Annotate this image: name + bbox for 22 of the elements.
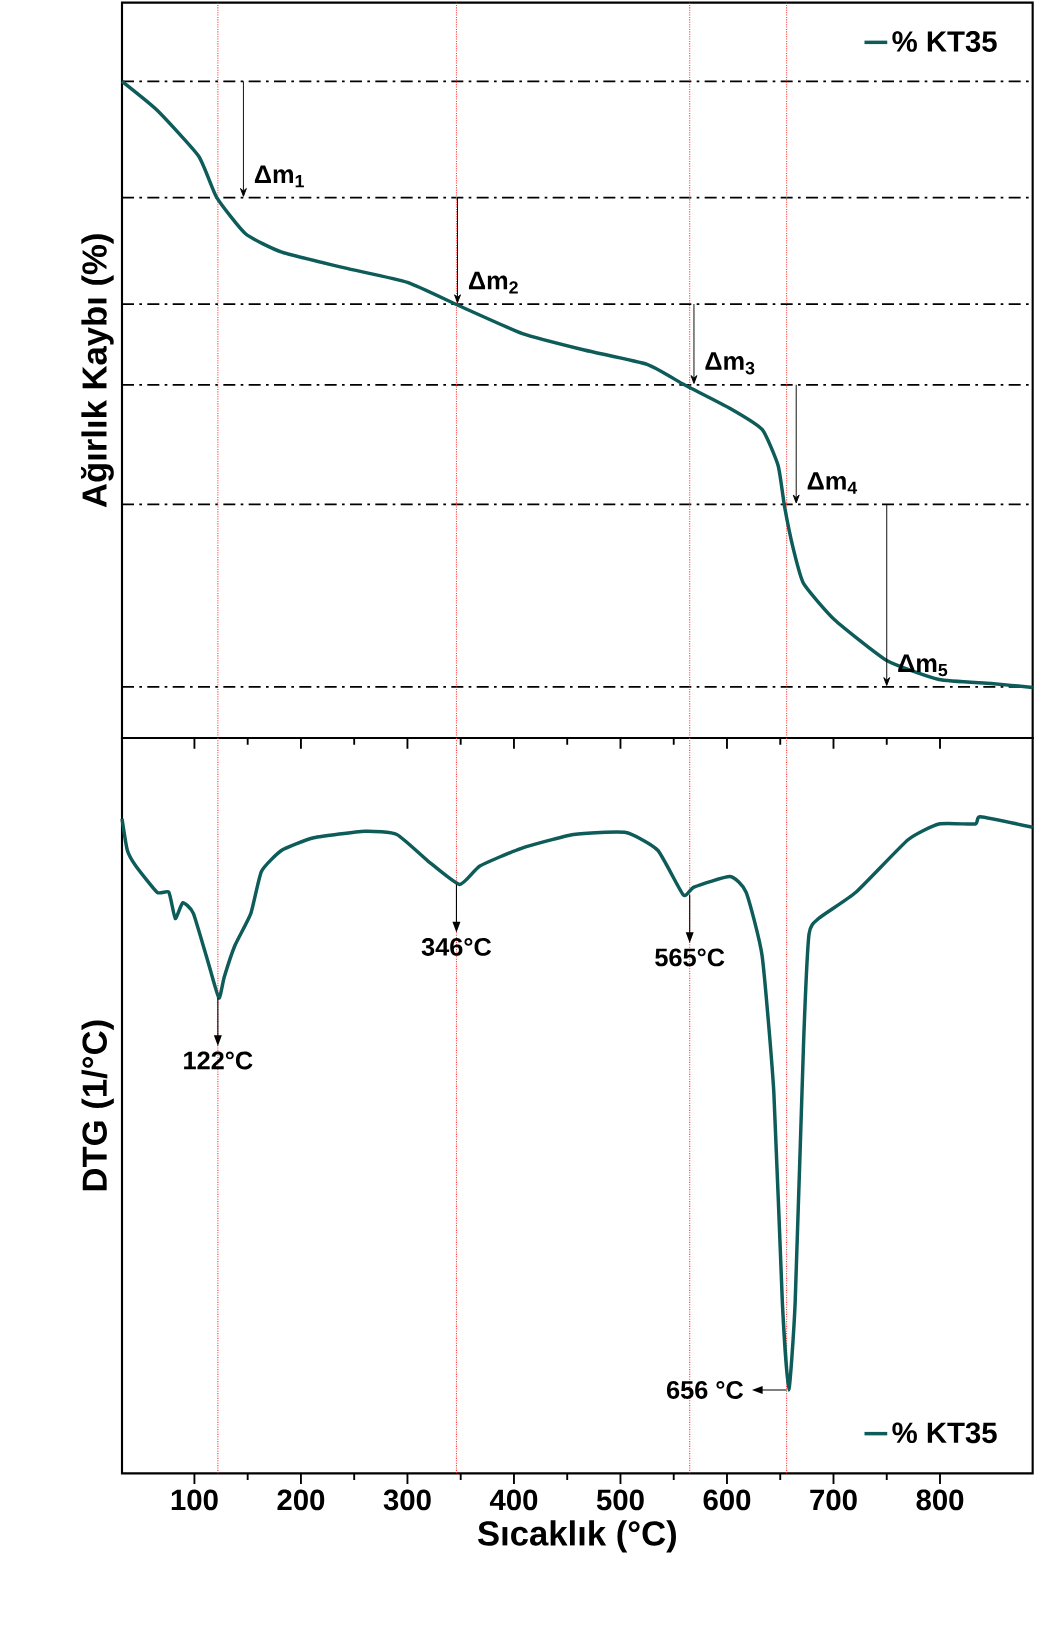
x-tick-label: 300 [383, 1489, 431, 1511]
x-tick-label: 100 [171, 1489, 218, 1511]
x-tick-label: 500 [596, 1489, 644, 1511]
x-tick-label: 700 [810, 1489, 857, 1511]
x-tick-label: 200 [277, 1489, 325, 1511]
x-axis-title: Sıcaklık (°C) [477, 1520, 676, 1553]
annotation: 656 °C [666, 1380, 744, 1399]
annotation: Δm$_{1}$ [254, 165, 304, 188]
legend-label: % KT35 [892, 1422, 997, 1444]
annotation: Δm$_{5}$ [898, 654, 948, 677]
annotation: Δm$_{3}$ [705, 352, 755, 375]
legend-label: % KT35 [892, 31, 997, 52]
x-tick-label: 400 [489, 1489, 538, 1511]
x-tick-label: 600 [703, 1489, 751, 1511]
x-tick-label: 800 [916, 1489, 964, 1511]
annotation: 565°C [655, 948, 725, 967]
annotation: Δm$_{4}$ [807, 472, 858, 494]
annotation: 122°C [184, 1051, 253, 1070]
y-axis-title: DTG (1/°C) [81, 1020, 114, 1191]
annotation: Δm$_{2}$ [468, 271, 518, 294]
y-axis-title: Ağırlık Kaybı (%) [80, 234, 114, 508]
annotation: 346°C [421, 937, 492, 956]
